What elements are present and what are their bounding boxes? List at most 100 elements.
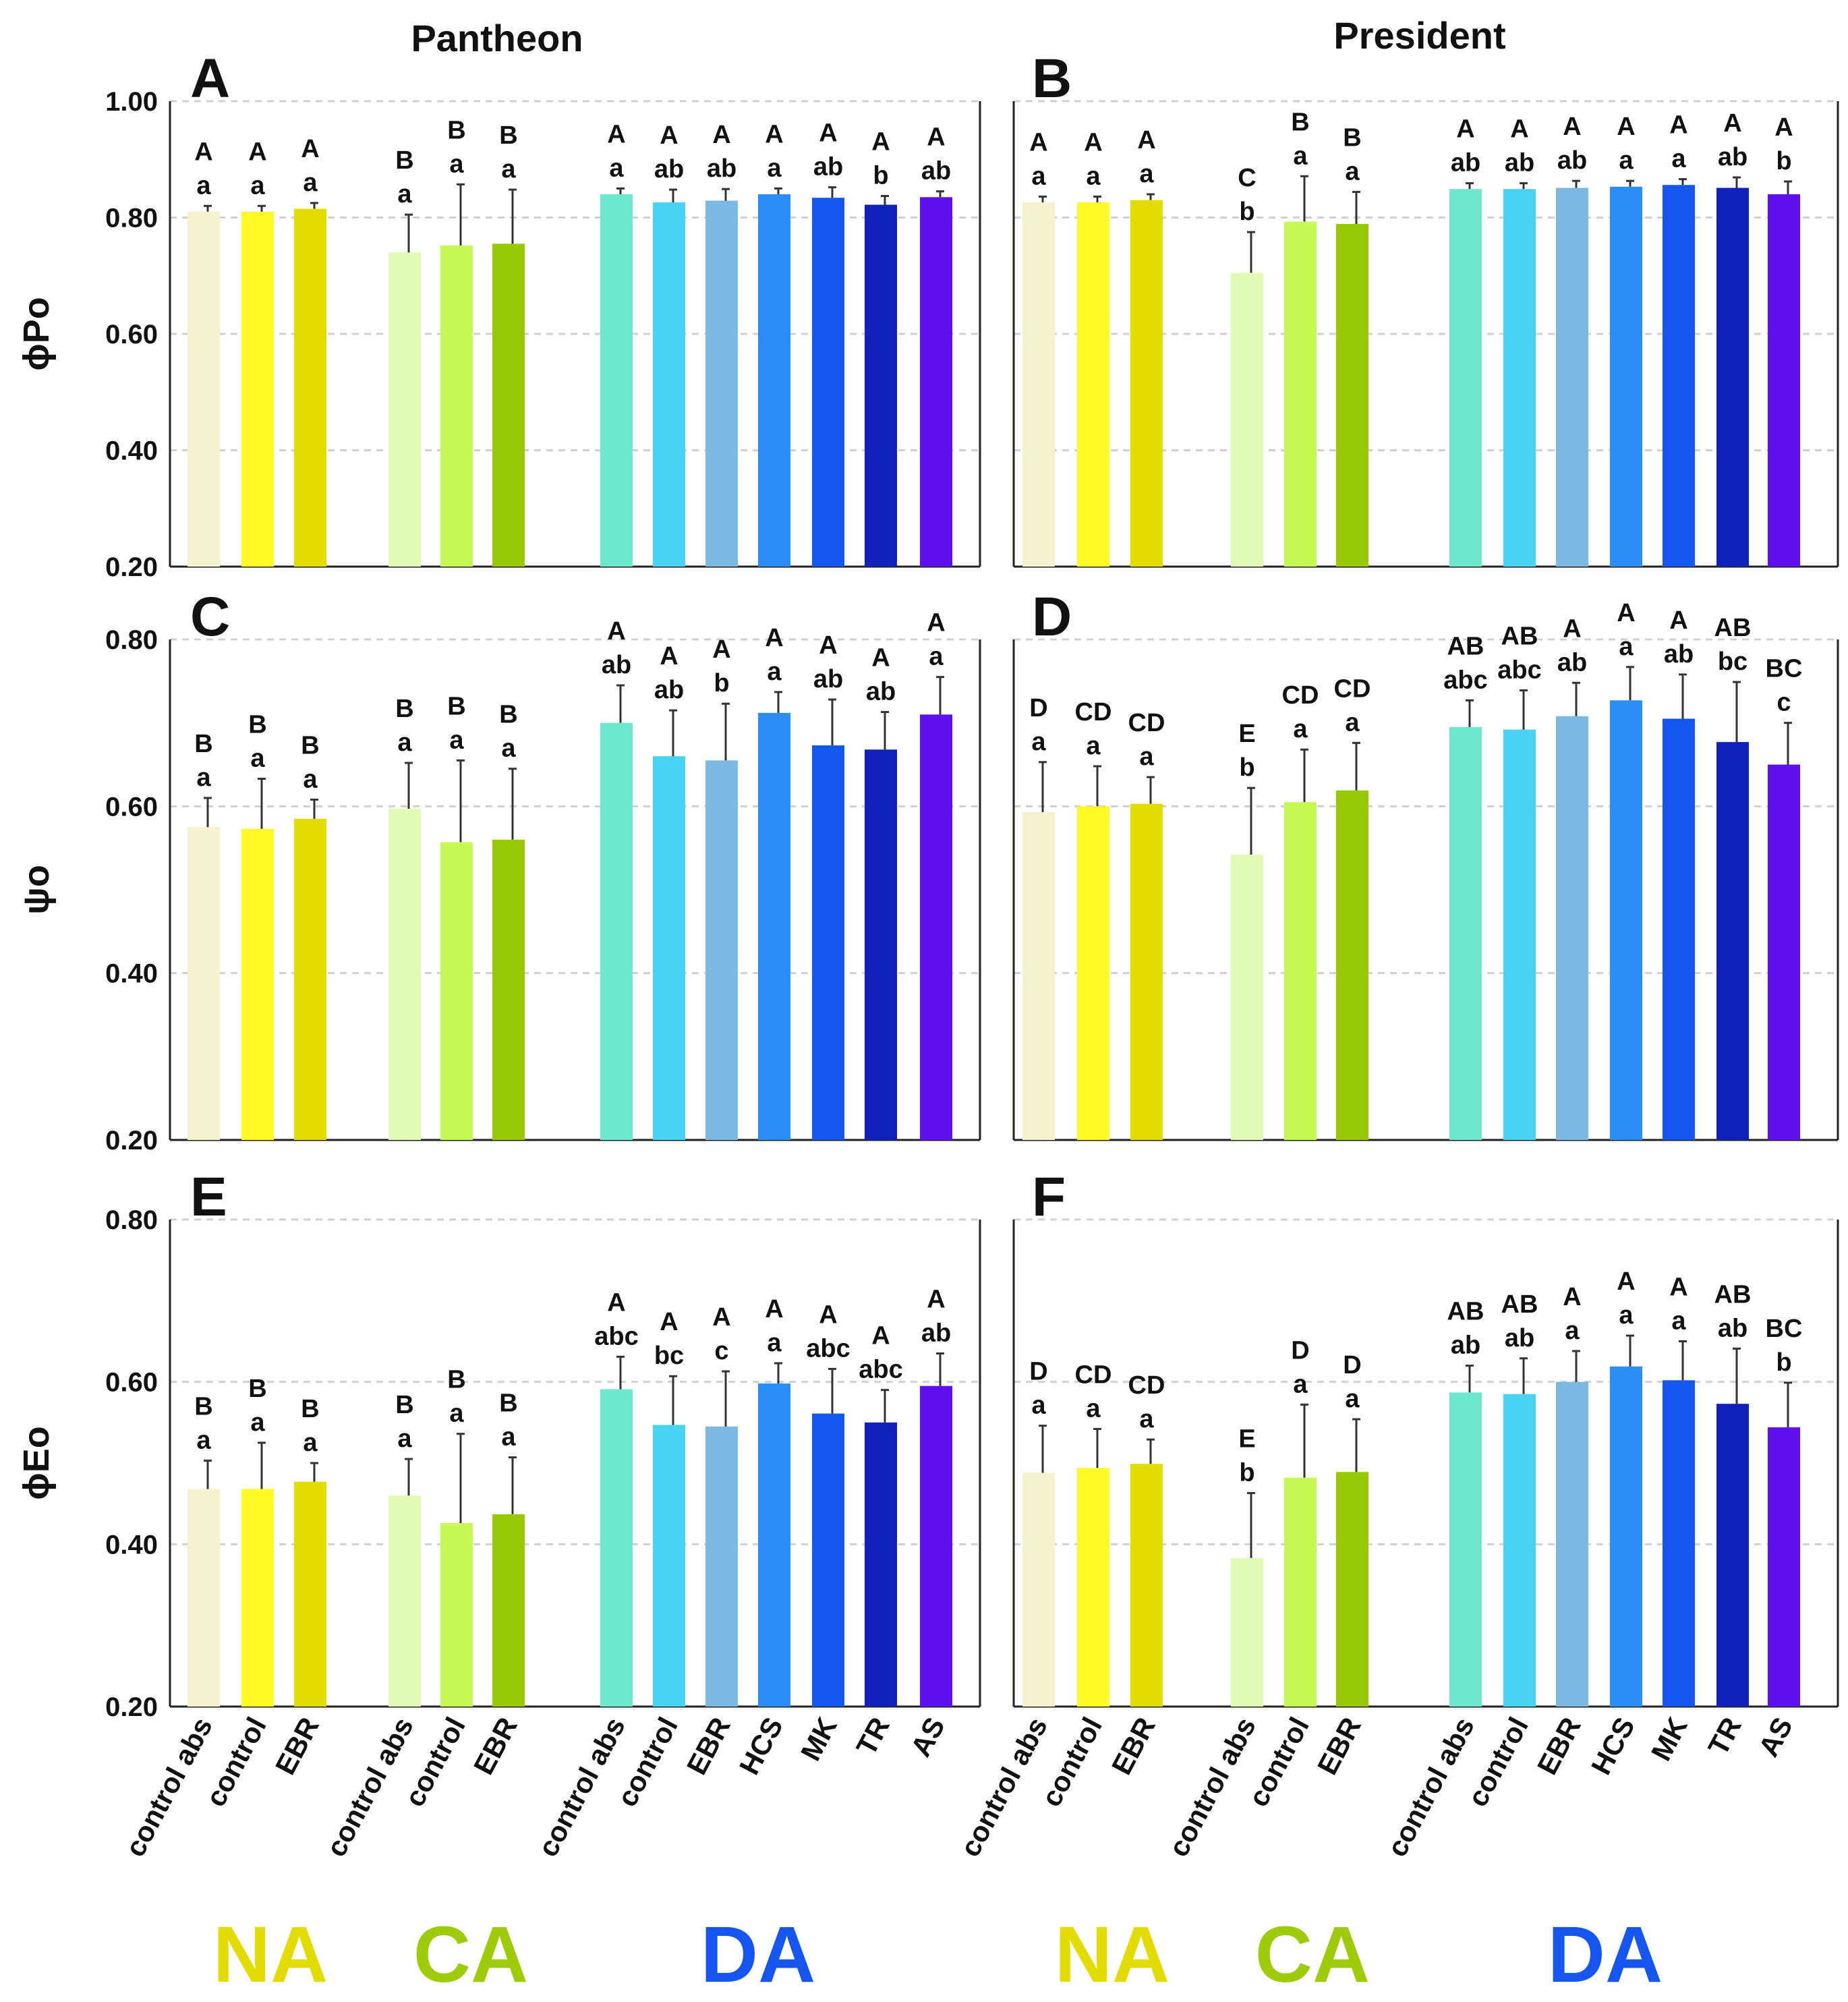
sig-letter-lower: a — [1345, 158, 1360, 186]
sig-letter-upper: B — [194, 730, 212, 758]
bar — [241, 1489, 274, 1707]
bar — [1449, 726, 1482, 1140]
sig-letter-lower: b — [1239, 1459, 1254, 1487]
x-tick-label: AS — [904, 1712, 951, 1762]
bar — [388, 809, 421, 1140]
sig-letter-lower: bc — [1718, 648, 1748, 676]
sig-letter-upper: B — [301, 731, 319, 760]
sig-letter-lower: abc — [1443, 666, 1487, 694]
bar — [1130, 200, 1163, 567]
sig-letter-lower: a — [449, 150, 464, 178]
sig-letter-upper: A — [712, 1303, 730, 1332]
sig-letter-lower: a — [196, 1426, 211, 1454]
sig-letter-lower: ab — [921, 1319, 951, 1348]
sig-letter-lower: ab — [813, 153, 843, 181]
sig-letter-lower: a — [1293, 1370, 1308, 1398]
bar — [1231, 273, 1263, 567]
sig-letter-upper: A — [194, 138, 212, 166]
bar — [294, 208, 326, 567]
sig-letter-lower: a — [1619, 1301, 1634, 1329]
sig-letter-lower: ab — [1451, 149, 1480, 177]
bar — [1336, 1472, 1368, 1707]
sig-letter-lower: a — [1293, 142, 1308, 170]
sig-letter-lower: ab — [1505, 1324, 1534, 1352]
panel-label: F — [1032, 1166, 1066, 1228]
sig-letter-lower: a — [303, 1429, 318, 1457]
x-tick-label: control abs — [954, 1712, 1053, 1862]
sig-letter-upper: A — [1456, 115, 1474, 144]
sig-letter-upper: A — [1617, 1267, 1635, 1296]
sig-letter-lower: a — [501, 155, 516, 183]
sig-letter-upper: B — [395, 1391, 413, 1419]
bar — [1077, 806, 1109, 1140]
sig-letter-upper: A — [1084, 128, 1102, 156]
sig-letter-lower: a — [1671, 1307, 1686, 1336]
sig-letter-lower: a — [397, 1425, 412, 1453]
bar — [920, 714, 952, 1140]
sig-letter-upper: D — [1029, 1358, 1047, 1386]
x-tick-label: AS — [1752, 1712, 1799, 1762]
sig-letter-upper: A — [765, 624, 783, 652]
sig-letter-upper: B — [1291, 108, 1309, 136]
sig-letter-upper: A — [819, 119, 837, 148]
sig-letter-lower: a — [449, 1400, 464, 1428]
bar — [1768, 764, 1800, 1140]
bar — [1768, 194, 1800, 567]
sig-letter-upper: A — [927, 1286, 945, 1314]
bar — [1231, 855, 1263, 1140]
bar — [1503, 189, 1536, 567]
group-label-ca: CA — [413, 1910, 528, 1999]
group-label-na: NA — [1055, 1910, 1170, 1999]
sig-letter-upper: E — [1238, 720, 1255, 748]
sig-letter-upper: A — [660, 121, 678, 150]
sig-letter-upper: AB — [1447, 632, 1484, 660]
bar — [1716, 742, 1749, 1140]
sig-letter-upper: B — [499, 1390, 517, 1418]
sig-letter-upper: A — [1029, 128, 1047, 156]
sig-letter-lower: a — [767, 658, 782, 686]
sig-letter-lower: ab — [921, 157, 951, 185]
sig-letter-lower: abc — [1497, 656, 1541, 684]
sig-letter-lower: ab — [654, 155, 684, 183]
sig-letter-upper: AB — [1714, 614, 1752, 642]
y-tick-label: 0.40 — [105, 436, 158, 466]
sig-letter-lower: a — [196, 764, 211, 792]
group-label-ca: CA — [1255, 1910, 1370, 1999]
bar — [492, 244, 525, 567]
sig-letter-lower: a — [1139, 743, 1154, 771]
x-tick-label: EBR — [269, 1712, 325, 1779]
y-tick-label: 0.40 — [105, 1530, 158, 1560]
bar — [865, 749, 897, 1140]
y-tick-label: 0.80 — [105, 625, 158, 655]
sig-letter-upper: AB — [1447, 1298, 1484, 1326]
sig-letter-upper: B — [499, 701, 517, 729]
bar — [187, 827, 220, 1140]
sig-letter-upper: B — [301, 1395, 319, 1423]
sig-letter-lower: bc — [654, 1342, 684, 1370]
bar — [812, 1413, 844, 1707]
sig-letter-upper: CD — [1075, 698, 1112, 726]
sig-letter-lower: abc — [806, 1334, 850, 1363]
sig-letter-lower: a — [397, 728, 412, 757]
sig-letter-lower: a — [609, 154, 624, 182]
x-tick-label: HCS — [733, 1712, 789, 1779]
sig-letter-lower: ab — [1718, 1314, 1748, 1342]
bar — [241, 211, 274, 567]
sig-letter-upper: B — [248, 1375, 266, 1403]
sig-letter-lower: a — [767, 1329, 782, 1357]
panel-label: A — [190, 48, 230, 109]
sig-letter-upper: CD — [1075, 1361, 1112, 1389]
sig-letter-upper: CD — [1128, 709, 1165, 737]
sig-letter-lower: a — [303, 169, 318, 197]
bar — [388, 1495, 421, 1707]
sig-letter-lower: a — [397, 180, 412, 208]
x-tick-label: MK — [1645, 1712, 1694, 1766]
panel-label: B — [1032, 48, 1072, 109]
bar — [440, 245, 473, 567]
bar — [865, 1422, 897, 1707]
bar — [920, 197, 952, 567]
bar — [1284, 221, 1317, 567]
sig-letter-lower: a — [1345, 708, 1360, 737]
sig-letter-upper: B — [447, 692, 465, 720]
